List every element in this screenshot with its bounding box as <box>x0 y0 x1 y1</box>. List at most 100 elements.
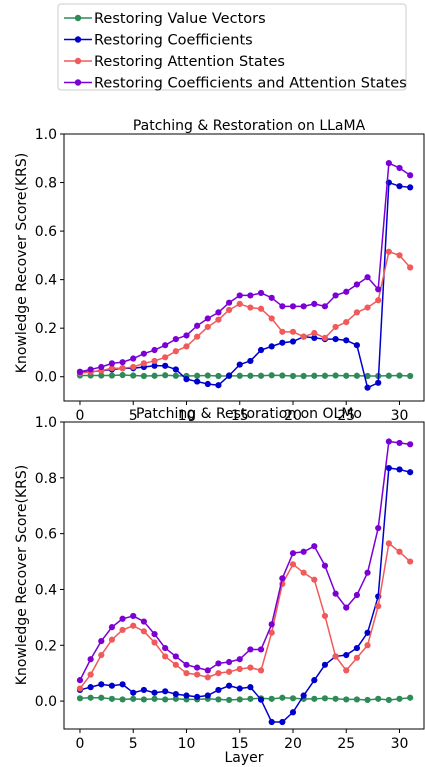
data-point-restoring-coefficients-and-attention-states-olmo <box>385 438 392 445</box>
data-point-restoring-attention-states-llama <box>257 305 265 312</box>
data-point-restoring-coefficients-and-attention-states-llama <box>268 294 275 301</box>
data-point-restoring-coefficients-llama <box>183 376 190 383</box>
data-point-restoring-coefficients-olmo <box>311 677 318 684</box>
data-point-restoring-coefficients-llama <box>162 362 169 369</box>
data-point-restoring-attention-states-olmo <box>140 628 147 635</box>
x-axis-label: Layer <box>224 750 263 766</box>
y-tick-label-olmo: 0.2 <box>35 638 57 654</box>
x-tick-label-llama: 0 <box>76 408 85 424</box>
data-point-restoring-coefficients-olmo <box>130 689 137 696</box>
x-tick-label-olmo: 15 <box>231 736 249 752</box>
series-line-restoring-coefficients-and-attention-states-llama <box>79 162 411 373</box>
data-point-restoring-value-vectors-olmo <box>225 696 233 704</box>
data-point-restoring-attention-states-llama <box>311 329 318 337</box>
series-line-restoring-value-vectors-llama <box>79 374 411 377</box>
data-point-restoring-value-vectors-olmo <box>76 695 84 702</box>
data-point-restoring-attention-states-llama <box>140 360 147 367</box>
legend-marker-restoring-coefficients-and-attention-states <box>74 79 82 86</box>
data-point-restoring-attention-states-olmo <box>215 670 222 677</box>
data-point-restoring-attention-states-llama <box>353 309 360 316</box>
data-point-restoring-value-vectors-llama <box>407 372 414 380</box>
data-point-restoring-coefficients-olmo <box>396 466 403 473</box>
series-restoring-value-vectors-llama <box>76 371 414 380</box>
data-point-restoring-coefficients-llama <box>151 362 158 369</box>
data-point-restoring-coefficients-olmo <box>343 651 350 659</box>
data-point-restoring-coefficients-and-attention-states-olmo <box>407 441 414 448</box>
data-point-restoring-coefficients-olmo <box>162 688 169 695</box>
x-tick-label-olmo: 10 <box>178 736 196 752</box>
series-restoring-coefficients-and-attention-states-llama <box>76 160 414 375</box>
data-point-restoring-coefficients-and-attention-states-olmo <box>375 524 382 532</box>
data-point-restoring-value-vectors-llama <box>172 372 179 379</box>
data-point-restoring-value-vectors-llama <box>289 372 297 380</box>
data-point-restoring-value-vectors-olmo <box>151 695 158 702</box>
data-point-restoring-coefficients-llama <box>343 337 350 344</box>
data-point-restoring-coefficients-llama <box>204 380 211 388</box>
data-point-restoring-coefficients-and-attention-states-olmo <box>279 575 286 582</box>
data-point-restoring-value-vectors-olmo <box>108 695 116 702</box>
data-point-restoring-coefficients-llama <box>311 334 318 341</box>
data-point-restoring-coefficients-and-attention-states-llama <box>87 366 94 373</box>
data-point-restoring-attention-states-llama <box>364 304 371 311</box>
data-point-restoring-value-vectors-olmo <box>130 695 137 702</box>
data-point-restoring-attention-states-llama <box>279 328 286 335</box>
data-point-restoring-attention-states-olmo <box>225 668 233 675</box>
data-point-restoring-coefficients-and-attention-states-llama <box>76 368 84 375</box>
data-point-restoring-value-vectors-llama <box>364 372 371 380</box>
data-point-restoring-value-vectors-olmo <box>343 696 350 703</box>
legend-marker-restoring-value-vectors <box>74 14 82 22</box>
legend-frame <box>57 3 407 91</box>
x-tick-label-llama: 15 <box>231 408 249 424</box>
data-point-restoring-coefficients-olmo <box>172 691 179 698</box>
legend: Restoring Value Vectors Restoring Coeffic… <box>57 3 407 92</box>
data-point-restoring-value-vectors-llama <box>332 372 339 379</box>
x-tick-label-olmo: 30 <box>391 736 409 752</box>
data-point-restoring-value-vectors-olmo <box>140 696 147 703</box>
data-point-restoring-value-vectors-olmo <box>375 695 382 702</box>
data-point-restoring-value-vectors-olmo <box>162 696 169 703</box>
data-point-restoring-coefficients-and-attention-states-llama <box>311 300 318 308</box>
x-tick-label-llama: 5 <box>129 408 138 424</box>
data-point-restoring-coefficients-olmo <box>353 644 360 652</box>
data-point-restoring-coefficients-and-attention-states-olmo <box>162 644 169 652</box>
data-point-restoring-value-vectors-llama <box>140 372 147 380</box>
data-point-restoring-value-vectors-llama <box>385 372 392 379</box>
data-point-restoring-value-vectors-llama <box>321 372 329 379</box>
data-point-restoring-value-vectors-olmo <box>289 695 297 702</box>
data-point-restoring-coefficients-and-attention-states-olmo <box>108 624 116 631</box>
data-point-restoring-attention-states-olmo <box>332 653 339 660</box>
data-point-restoring-value-vectors-llama <box>162 372 169 379</box>
data-point-restoring-attention-states-llama <box>247 304 254 311</box>
x-tick-label-olmo: 0 <box>76 736 85 752</box>
legend-label-restoring-coefficients: Restoring Coefficients <box>94 33 253 49</box>
data-point-restoring-coefficients-llama <box>225 372 233 379</box>
data-point-restoring-coefficients-and-attention-states-olmo <box>172 653 179 660</box>
data-point-restoring-attention-states-llama <box>396 252 403 259</box>
data-point-restoring-value-vectors-llama <box>311 372 318 379</box>
data-point-restoring-coefficients-and-attention-states-llama <box>321 303 329 310</box>
data-point-restoring-coefficients-and-attention-states-llama <box>332 292 339 299</box>
data-point-restoring-attention-states-llama <box>300 333 307 340</box>
data-point-restoring-attention-states-olmo <box>343 667 350 674</box>
data-point-restoring-value-vectors-llama <box>300 372 307 380</box>
data-point-restoring-attention-states-llama <box>343 319 350 326</box>
data-point-restoring-coefficients-olmo <box>364 629 371 636</box>
data-point-restoring-coefficients-olmo <box>279 718 286 726</box>
data-point-restoring-value-vectors-llama <box>343 372 350 379</box>
data-point-restoring-coefficients-and-attention-states-olmo <box>215 660 222 667</box>
data-point-restoring-coefficients-olmo <box>321 661 329 668</box>
panel-title-olmo: Patching & Restoration on OLMo <box>136 406 362 422</box>
data-point-restoring-attention-states-llama <box>162 354 169 361</box>
data-point-restoring-value-vectors-llama <box>268 372 275 379</box>
data-point-restoring-coefficients-llama <box>247 357 254 365</box>
data-point-restoring-attention-states-olmo <box>247 664 254 671</box>
series-restoring-value-vectors-olmo <box>76 694 414 704</box>
legend-marker-restoring-coefficients <box>74 36 82 43</box>
data-point-restoring-coefficients-olmo <box>151 689 158 696</box>
data-point-restoring-attention-states-llama <box>194 333 201 340</box>
data-point-restoring-attention-states-olmo <box>300 569 307 576</box>
series-restoring-coefficients-llama <box>76 179 414 391</box>
data-point-restoring-coefficients-and-attention-states-llama <box>119 359 126 366</box>
data-point-restoring-coefficients-llama <box>257 346 265 354</box>
data-point-restoring-coefficients-and-attention-states-llama <box>247 292 254 299</box>
